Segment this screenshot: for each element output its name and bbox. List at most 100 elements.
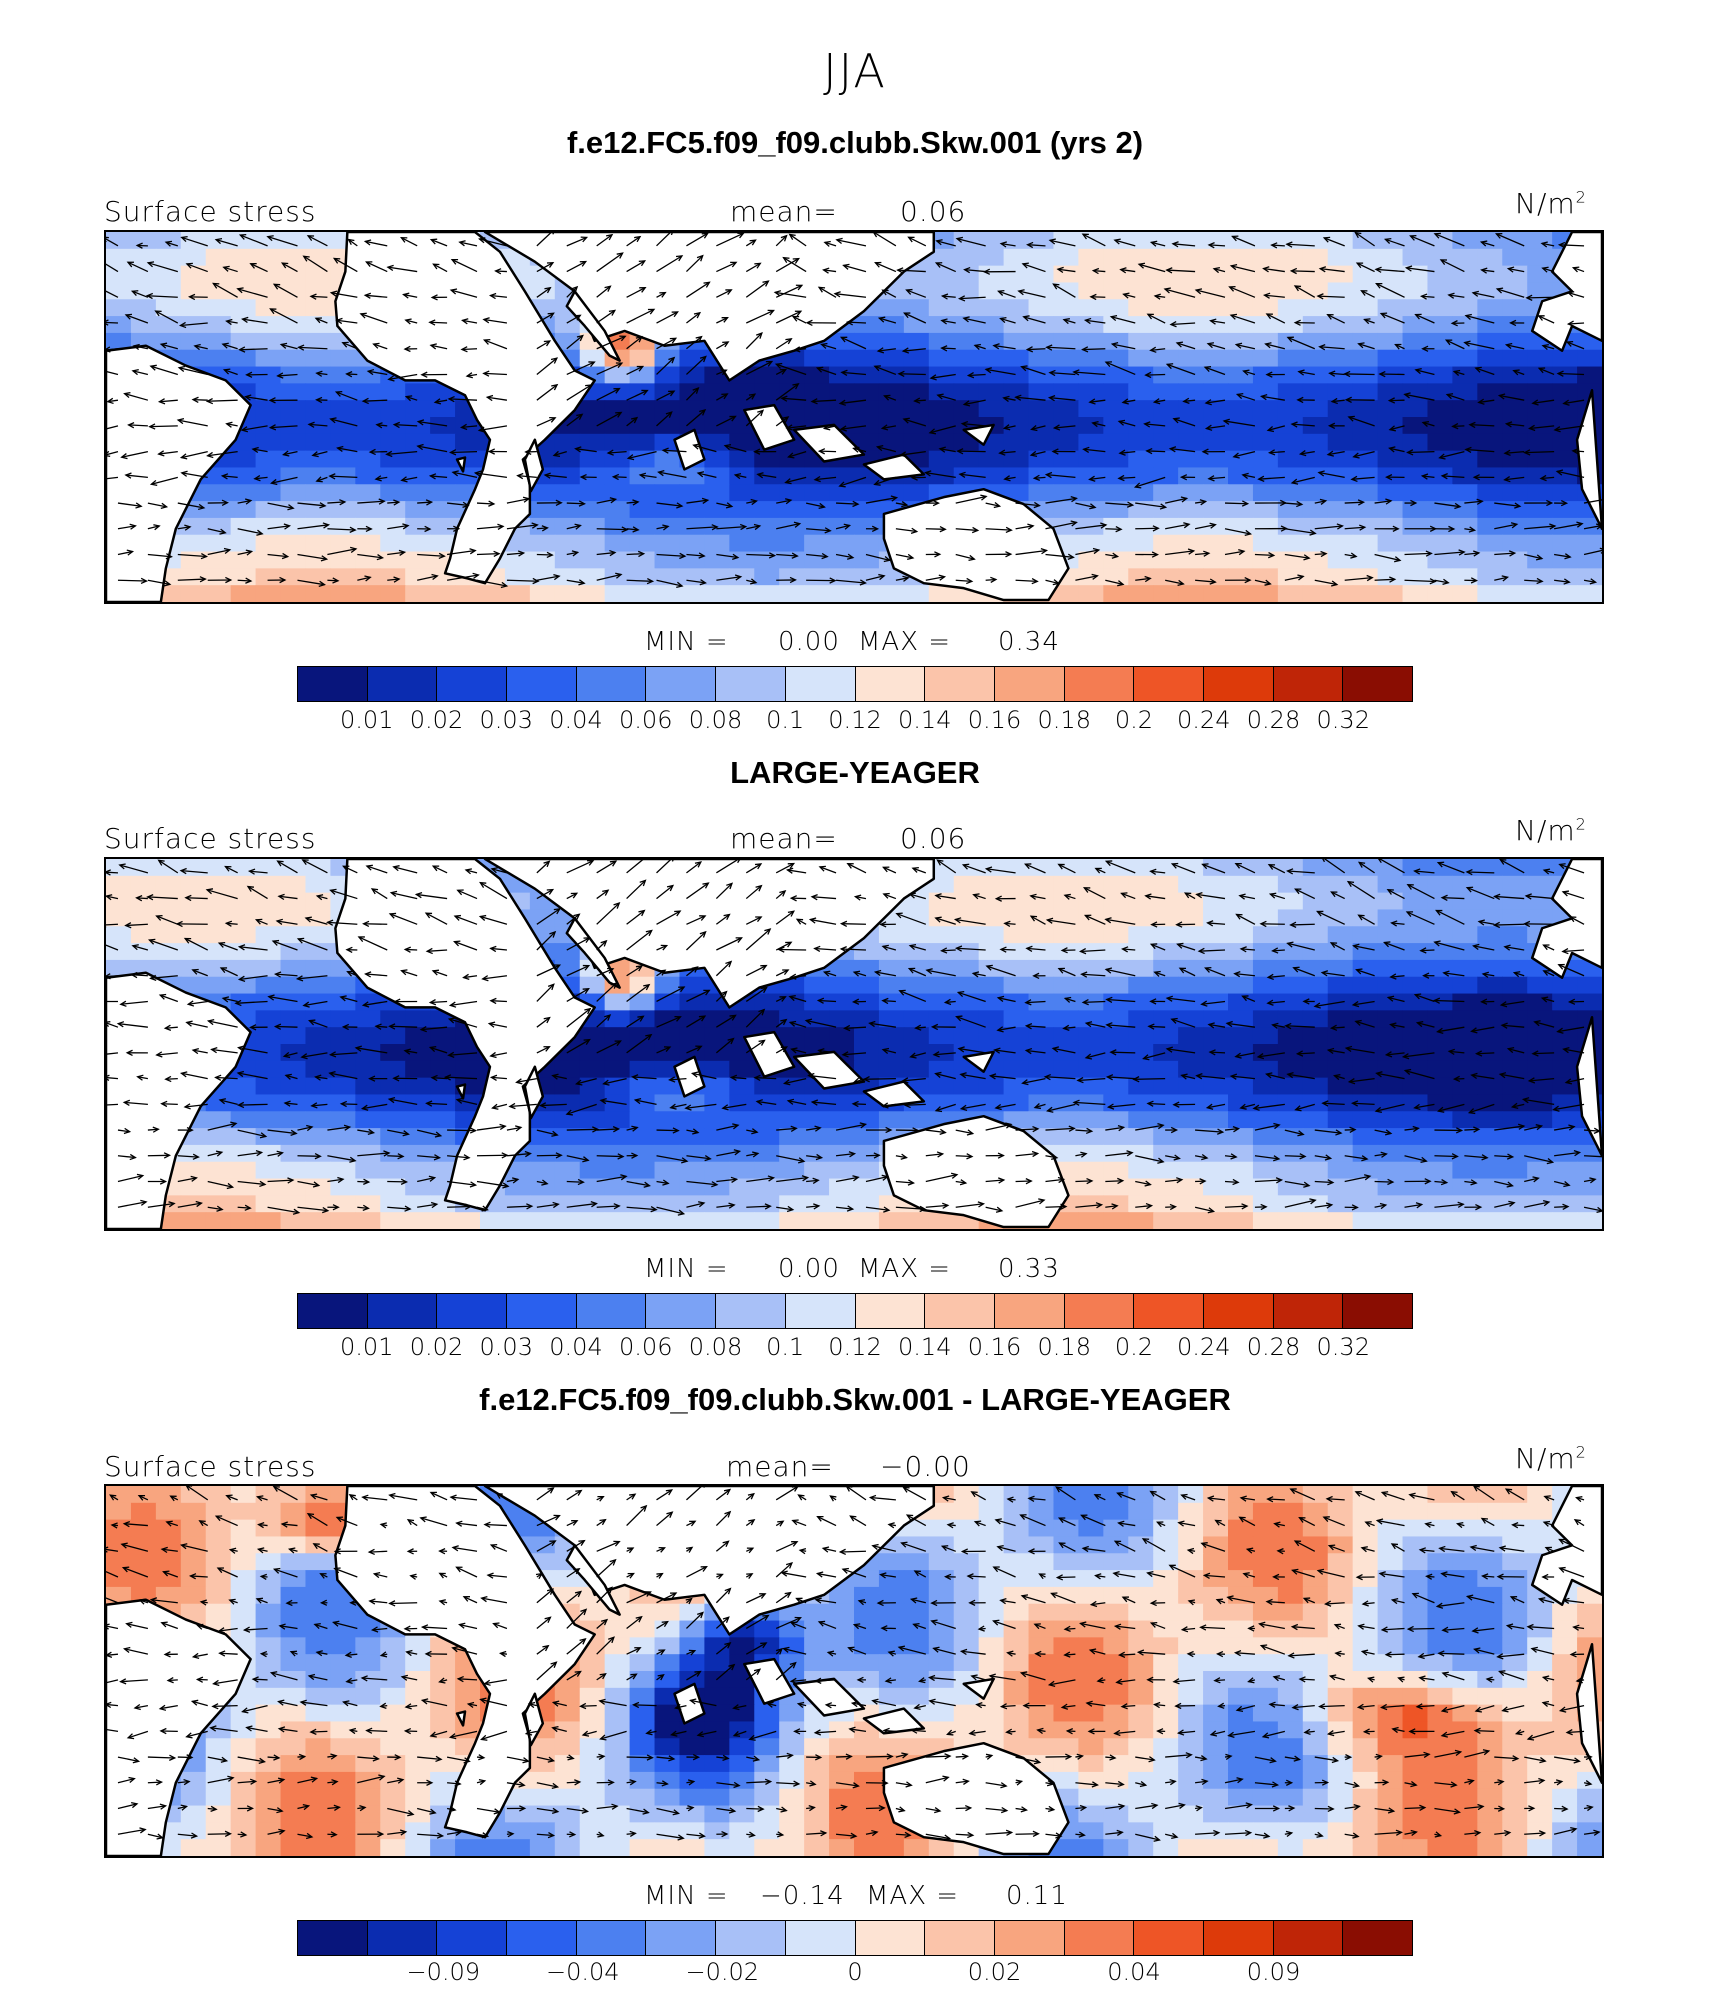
colorbar-tick-label: 0.04 bbox=[549, 706, 603, 734]
panel-3-colorbar bbox=[297, 1920, 1413, 1956]
colorbar-tick-label: 0.08 bbox=[688, 1333, 743, 1361]
colorbar-tick-label: 0.2 bbox=[1114, 1333, 1154, 1361]
colorbar-swatch bbox=[298, 1294, 368, 1328]
panel-2-max-value: 0.33 bbox=[998, 1254, 1060, 1284]
colorbar-swatch bbox=[367, 1921, 438, 1955]
colorbar-swatch bbox=[1273, 667, 1344, 701]
vector-layer bbox=[106, 232, 1602, 589]
panel-2-map bbox=[104, 857, 1604, 1231]
colorbar-tick-label: 0.18 bbox=[1037, 1333, 1091, 1361]
panel-1-min-label: MIN = bbox=[644, 627, 729, 657]
colorbar-swatch bbox=[716, 667, 786, 701]
panel-3-map-svg bbox=[106, 1486, 1602, 1856]
colorbar-swatch bbox=[855, 667, 926, 701]
panel-3-map bbox=[104, 1484, 1604, 1858]
colorbar-swatch bbox=[1343, 1294, 1412, 1328]
colorbar-swatch bbox=[298, 667, 368, 701]
panel-2-mean-label: mean= bbox=[730, 822, 838, 855]
colorbar-swatch bbox=[785, 1921, 856, 1955]
colorbar-swatch bbox=[367, 667, 438, 701]
colorbar-tick-label: 0.03 bbox=[479, 1333, 533, 1361]
colorbar-swatch bbox=[367, 1294, 438, 1328]
colorbar-tick-label: 0.03 bbox=[479, 706, 533, 734]
colorbar-tick-label: 0.06 bbox=[619, 706, 673, 734]
panel-1-max-label: MAX = bbox=[858, 627, 952, 657]
colorbar-swatch bbox=[925, 667, 995, 701]
panel-3-mean-value: −0.00 bbox=[880, 1450, 971, 1483]
colorbar-tick-label: 0.09 bbox=[1246, 1958, 1301, 1986]
colorbar-swatch bbox=[1273, 1294, 1344, 1328]
panel-1-max-value: 0.34 bbox=[998, 627, 1060, 657]
colorbar-tick-label: 0.14 bbox=[898, 706, 952, 734]
vector-layer bbox=[106, 1486, 1601, 1842]
colorbar-swatch bbox=[716, 1294, 786, 1328]
colorbar-tick-label: 0.02 bbox=[967, 1958, 1022, 1986]
panel-2-mean-value: 0.06 bbox=[900, 822, 967, 855]
colorbar-tick-label: 0.24 bbox=[1177, 1333, 1231, 1361]
colorbar-swatch bbox=[785, 667, 856, 701]
panel-1-colorbar-ticks: 0.01 0.02 0.03 0.04 0.06 0.08 0.1 0.12 0.14 0.16 0… bbox=[0, 706, 1710, 736]
colorbar-swatch bbox=[646, 1921, 717, 1955]
colorbar-swatch bbox=[298, 1921, 368, 1955]
panel-2-min-value: 0.00 bbox=[778, 1254, 840, 1284]
colorbar-tick-label: −0.02 bbox=[685, 1958, 760, 1986]
panel-1-title: f.e12.FC5.f09_f09.clubb.Skw.001 (yrs 2) bbox=[566, 125, 1144, 160]
panel-2-colorbar bbox=[297, 1293, 1413, 1329]
colorbar-swatch bbox=[1273, 1921, 1344, 1955]
colorbar-swatch bbox=[994, 667, 1065, 701]
colorbar-tick-label: 0.28 bbox=[1246, 1333, 1301, 1361]
colorbar-tick-label: 0.1 bbox=[766, 706, 805, 734]
colorbar-tick-label: 0.02 bbox=[409, 1333, 464, 1361]
colorbar-tick-label: 0.12 bbox=[828, 706, 882, 734]
colorbar-swatch bbox=[507, 1294, 577, 1328]
colorbar-swatch bbox=[507, 1921, 577, 1955]
colorbar-swatch bbox=[507, 667, 577, 701]
panel-3-max-value: 0.11 bbox=[1006, 1881, 1068, 1911]
panel-2-colorbar-ticks: 0.01 0.02 0.03 0.04 0.06 0.08 0.1 0.12 0.14 0.16 0… bbox=[0, 1333, 1710, 1363]
panel-2-units: N/m2 bbox=[1515, 814, 1587, 847]
colorbar-swatch bbox=[855, 1294, 926, 1328]
colorbar-tick-label: 0.24 bbox=[1177, 706, 1231, 734]
panel-2-max-label: MAX = bbox=[858, 1254, 952, 1284]
panel-1-map bbox=[104, 230, 1604, 604]
colorbar-tick-label: 0.1 bbox=[766, 1333, 805, 1361]
colorbar-swatch bbox=[1064, 667, 1135, 701]
colorbar-tick-label: 0.08 bbox=[688, 706, 743, 734]
panel-1-mean-value: 0.06 bbox=[900, 195, 967, 228]
field-layer bbox=[106, 859, 1602, 1229]
colorbar-swatch bbox=[785, 1294, 856, 1328]
colorbar-tick-label: 0.06 bbox=[619, 1333, 673, 1361]
panel-2-variable-label: Surface stress bbox=[104, 822, 317, 855]
panel-2-title: LARGE-YEAGER bbox=[730, 755, 980, 790]
colorbar-tick-label: 0.04 bbox=[549, 1333, 603, 1361]
colorbar-tick-label: 0.16 bbox=[967, 1333, 1022, 1361]
colorbar-tick-label: 0.2 bbox=[1114, 706, 1154, 734]
colorbar-tick-label: 0 bbox=[847, 1958, 863, 1986]
colorbar-swatch bbox=[855, 1921, 926, 1955]
panel-1-units: N/m2 bbox=[1515, 187, 1587, 220]
panel-3-mean-label: mean= bbox=[726, 1450, 834, 1483]
panel-1-colorbar bbox=[297, 666, 1413, 702]
colorbar-swatch bbox=[437, 667, 508, 701]
colorbar-swatch bbox=[1203, 1921, 1274, 1955]
panel-1-variable-label: Surface stress bbox=[104, 195, 317, 228]
colorbar-tick-label: −0.09 bbox=[406, 1958, 481, 1986]
colorbar-tick-label: 0.32 bbox=[1316, 706, 1370, 734]
vector-layer bbox=[106, 859, 1602, 1216]
colorbar-tick-label: 0.01 bbox=[340, 1333, 394, 1361]
colorbar-tick-label: 0.14 bbox=[898, 1333, 952, 1361]
panel-2-map-svg bbox=[106, 859, 1602, 1229]
colorbar-swatch bbox=[925, 1921, 995, 1955]
colorbar-swatch bbox=[576, 1921, 647, 1955]
panel-1-mean-label: mean= bbox=[730, 195, 838, 228]
colorbar-tick-label: 0.16 bbox=[967, 706, 1022, 734]
panel-3-title: f.e12.FC5.f09_f09.clubb.Skw.001 - LARGE-… bbox=[479, 1382, 1231, 1417]
land-layer bbox=[106, 1486, 1602, 1856]
colorbar-swatch bbox=[1064, 1921, 1135, 1955]
panel-3-units: N/m2 bbox=[1515, 1442, 1587, 1475]
panel-1-min-value: 0.00 bbox=[778, 627, 840, 657]
land-layer bbox=[106, 232, 1602, 602]
colorbar-tick-label: 0.02 bbox=[409, 706, 464, 734]
land-layer bbox=[106, 859, 1602, 1229]
colorbar-swatch bbox=[646, 667, 717, 701]
